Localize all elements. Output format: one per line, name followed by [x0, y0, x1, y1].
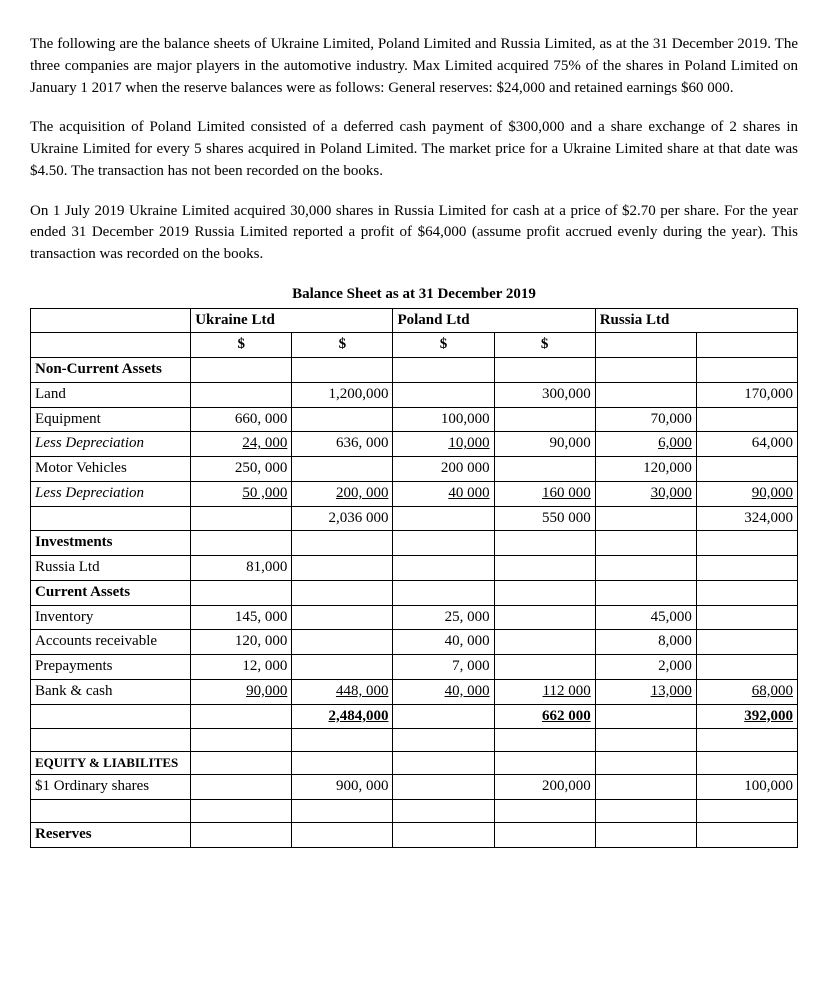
- label-ca: Current Assets: [31, 580, 191, 605]
- row-prepayments: Prepayments 12, 000 7, 000 2,000: [31, 655, 798, 680]
- cell: 200 000: [393, 457, 494, 482]
- cell: 200, 000: [292, 481, 393, 506]
- cell: 68,000: [696, 679, 797, 704]
- row-investments: Investments: [31, 531, 798, 556]
- row-total-assets: 2,484,000 662 000 392,000: [31, 704, 798, 729]
- label-russia-ltd: Russia Ltd: [31, 556, 191, 581]
- label-ar: Accounts receivable: [31, 630, 191, 655]
- row-russia-ltd: Russia Ltd 81,000: [31, 556, 798, 581]
- currency-u1: $: [191, 333, 292, 358]
- row-less-depreciation-1: Less Depreciation 24, 000 636, 000 10,00…: [31, 432, 798, 457]
- row-nca-subtotal: 2,036 000 550 000 324,000: [31, 506, 798, 531]
- label-inventory: Inventory: [31, 605, 191, 630]
- intro-paragraph-3: On 1 July 2019 Ukraine Limited acquired …: [30, 201, 798, 266]
- currency-p2: $: [494, 333, 595, 358]
- label-investments: Investments: [31, 531, 191, 556]
- label-nca: Non-Current Assets: [31, 358, 191, 383]
- label-equity-liabilities: EQUITY & LIABILITES: [31, 752, 191, 775]
- intro-paragraph-2: The acquisition of Poland Limited consis…: [30, 117, 798, 182]
- col-header-poland: Poland Ltd: [393, 308, 595, 333]
- cell: 8,000: [595, 630, 696, 655]
- cell: 900, 000: [292, 775, 393, 800]
- row-accounts-receivable: Accounts receivable 120, 000 40, 000 8,0…: [31, 630, 798, 655]
- cell: 90,000: [696, 481, 797, 506]
- balance-sheet-title: Balance Sheet as at 31 December 2019: [30, 284, 798, 306]
- cell: 40, 000: [393, 679, 494, 704]
- label-prepayments: Prepayments: [31, 655, 191, 680]
- cell: 250, 000: [191, 457, 292, 482]
- label-land: Land: [31, 382, 191, 407]
- cell: 160 000: [494, 481, 595, 506]
- label-dep2: Less Depreciation: [31, 481, 191, 506]
- row-inventory: Inventory 145, 000 25, 000 45,000: [31, 605, 798, 630]
- cell: 40, 000: [393, 630, 494, 655]
- cell: 660, 000: [191, 407, 292, 432]
- cell: 10,000: [393, 432, 494, 457]
- cell: 30,000: [595, 481, 696, 506]
- currency-p1: $: [393, 333, 494, 358]
- cell: 100,000: [696, 775, 797, 800]
- label-motor: Motor Vehicles: [31, 457, 191, 482]
- row-blank: [31, 729, 798, 752]
- cell: 40 000: [393, 481, 494, 506]
- cell: 662 000: [494, 704, 595, 729]
- cell: 112 000: [494, 679, 595, 704]
- row-motor-vehicles: Motor Vehicles 250, 000 200 000 120,000: [31, 457, 798, 482]
- cell: 1,200,000: [292, 382, 393, 407]
- row-less-depreciation-2: Less Depreciation 50 ,000 200, 000 40 00…: [31, 481, 798, 506]
- cell: 64,000: [696, 432, 797, 457]
- row-equipment: Equipment 660, 000 100,000 70,000: [31, 407, 798, 432]
- cell: 6,000: [595, 432, 696, 457]
- cell: 7, 000: [393, 655, 494, 680]
- row-current-assets: Current Assets: [31, 580, 798, 605]
- cell: 170,000: [696, 382, 797, 407]
- header-row-currency: $ $ $ $: [31, 333, 798, 358]
- cell: 636, 000: [292, 432, 393, 457]
- row-reserves: Reserves: [31, 823, 798, 848]
- cell: 300,000: [494, 382, 595, 407]
- cell: 324,000: [696, 506, 797, 531]
- cell: 550 000: [494, 506, 595, 531]
- row-blank-2: [31, 800, 798, 823]
- cell: 120, 000: [191, 630, 292, 655]
- cell: 81,000: [191, 556, 292, 581]
- col-header-russia: Russia Ltd: [595, 308, 797, 333]
- currency-u2: $: [292, 333, 393, 358]
- label-equipment: Equipment: [31, 407, 191, 432]
- intro-paragraph-1: The following are the balance sheets of …: [30, 34, 798, 99]
- cell: 24, 000: [191, 432, 292, 457]
- row-equity-liabilities: EQUITY & LIABILITES: [31, 752, 798, 775]
- cell: 45,000: [595, 605, 696, 630]
- cell: 448, 000: [292, 679, 393, 704]
- label-dep1: Less Depreciation: [31, 432, 191, 457]
- row-non-current-assets: Non-Current Assets: [31, 358, 798, 383]
- header-row-companies: Ukraine Ltd Poland Ltd Russia Ltd: [31, 308, 798, 333]
- cell: 2,000: [595, 655, 696, 680]
- cell: 70,000: [595, 407, 696, 432]
- cell: 200,000: [494, 775, 595, 800]
- cell: 13,000: [595, 679, 696, 704]
- label-ordinary-shares: $1 Ordinary shares: [31, 775, 191, 800]
- row-bank-cash: Bank & cash 90,000 448, 000 40, 000 112 …: [31, 679, 798, 704]
- col-header-ukraine: Ukraine Ltd: [191, 308, 393, 333]
- label-bank-cash: Bank & cash: [31, 679, 191, 704]
- cell: 100,000: [393, 407, 494, 432]
- cell: 2,036 000: [292, 506, 393, 531]
- row-ordinary-shares: $1 Ordinary shares 900, 000 200,000 100,…: [31, 775, 798, 800]
- cell: 90,000: [494, 432, 595, 457]
- row-land: Land 1,200,000 300,000 170,000: [31, 382, 798, 407]
- label-reserves: Reserves: [31, 823, 191, 848]
- cell: 12, 000: [191, 655, 292, 680]
- cell: 90,000: [191, 679, 292, 704]
- cell: 145, 000: [191, 605, 292, 630]
- cell: 120,000: [595, 457, 696, 482]
- cell: 50 ,000: [191, 481, 292, 506]
- balance-sheet-table: Ukraine Ltd Poland Ltd Russia Ltd $ $ $ …: [30, 308, 798, 848]
- cell: 25, 000: [393, 605, 494, 630]
- cell: 392,000: [696, 704, 797, 729]
- cell: 2,484,000: [292, 704, 393, 729]
